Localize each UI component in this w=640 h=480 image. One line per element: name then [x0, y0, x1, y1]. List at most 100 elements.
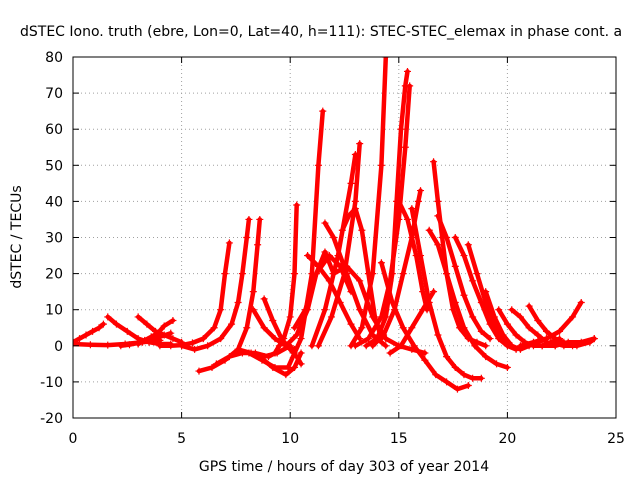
data-point — [490, 313, 498, 321]
data-point — [482, 353, 490, 361]
data-point — [291, 270, 299, 278]
axes-ticks — [72, 56, 617, 419]
data-point — [586, 338, 594, 346]
data-point — [234, 345, 242, 353]
series-track — [196, 217, 263, 374]
data-point — [249, 306, 257, 314]
data-point — [217, 335, 225, 343]
y-tick-label: 0 — [54, 339, 63, 355]
data-point — [421, 349, 429, 357]
data-point — [104, 313, 112, 321]
data-point — [321, 306, 329, 314]
data-point — [86, 341, 94, 349]
data-point — [525, 302, 533, 310]
data-point — [330, 270, 338, 278]
data-point — [371, 313, 379, 321]
data-point — [577, 298, 585, 306]
data-point — [301, 306, 309, 314]
data-point — [297, 349, 305, 357]
data-point — [542, 327, 550, 335]
data-point — [486, 335, 494, 343]
data-point — [188, 339, 196, 347]
data-point — [399, 270, 407, 278]
series-track — [135, 318, 176, 347]
data-point — [460, 291, 468, 299]
data-point — [347, 179, 355, 187]
data-point — [443, 378, 451, 386]
data-point — [343, 262, 351, 270]
series-track — [453, 235, 519, 352]
data-point — [516, 313, 524, 321]
data-point — [351, 342, 359, 350]
data-point — [347, 320, 355, 328]
series-34 — [434, 212, 494, 343]
data-point — [169, 317, 177, 325]
data-point — [451, 262, 459, 270]
data-point — [204, 342, 212, 350]
data-point — [245, 349, 253, 357]
y-axis-title: dSTEC / TECUs — [9, 185, 25, 288]
data-point — [356, 140, 364, 148]
data-point — [199, 335, 207, 343]
data-point — [534, 331, 542, 339]
series-43 — [547, 335, 598, 350]
data-point — [451, 234, 459, 241]
data-point — [380, 331, 388, 339]
series-8 — [195, 215, 264, 375]
data-point — [134, 340, 142, 348]
data-point — [256, 215, 264, 223]
data-point — [297, 335, 305, 343]
data-point — [406, 82, 414, 90]
data-point — [112, 320, 120, 328]
data-point — [312, 270, 320, 278]
data-point — [451, 298, 459, 306]
data-point — [358, 324, 366, 332]
data-point — [408, 205, 416, 213]
data-point — [321, 219, 329, 227]
data-point — [167, 342, 175, 350]
series-35 — [451, 234, 520, 353]
data-point — [286, 345, 294, 353]
data-point — [256, 353, 264, 361]
series-6 — [156, 239, 233, 350]
data-point — [377, 161, 385, 169]
data-point — [508, 342, 516, 350]
data-point — [269, 317, 277, 325]
data-point — [386, 349, 394, 357]
y-tick-label: 20 — [45, 267, 63, 283]
data-point — [260, 295, 268, 303]
series-26 — [351, 82, 414, 350]
data-point — [225, 239, 233, 247]
y-tick-label: 60 — [45, 122, 63, 138]
data-point — [503, 363, 511, 371]
data-point — [169, 335, 177, 343]
data-point — [460, 252, 468, 260]
series-21 — [321, 219, 390, 350]
data-point — [286, 313, 294, 321]
data-point — [271, 349, 279, 357]
data-point — [410, 342, 418, 350]
data-point — [76, 335, 84, 343]
data-point — [395, 215, 403, 223]
plot-frame — [72, 56, 617, 419]
data-point — [482, 288, 490, 296]
data-point — [217, 306, 225, 314]
data-point — [477, 327, 485, 335]
data-point — [293, 331, 301, 339]
data-point — [425, 226, 433, 234]
y-tick-label: 40 — [45, 194, 63, 210]
data-point — [134, 313, 142, 321]
data-point — [499, 331, 507, 339]
data-point — [351, 197, 359, 205]
series-12 — [256, 349, 305, 379]
x-tick-label: 5 — [177, 431, 186, 447]
data-point — [464, 241, 472, 249]
data-point — [89, 327, 97, 335]
data-point — [117, 342, 125, 350]
data-point — [529, 338, 537, 346]
data-point — [291, 363, 299, 371]
data-point — [495, 306, 503, 314]
x-axis-title: GPS time / hours of day 303 of year 2014 — [199, 459, 489, 475]
data-point — [191, 345, 199, 353]
tick-labels: 0 5 10 15 20 25 -20 -10 0 10 20 30 40 50 60 70 80 — [40, 50, 625, 447]
